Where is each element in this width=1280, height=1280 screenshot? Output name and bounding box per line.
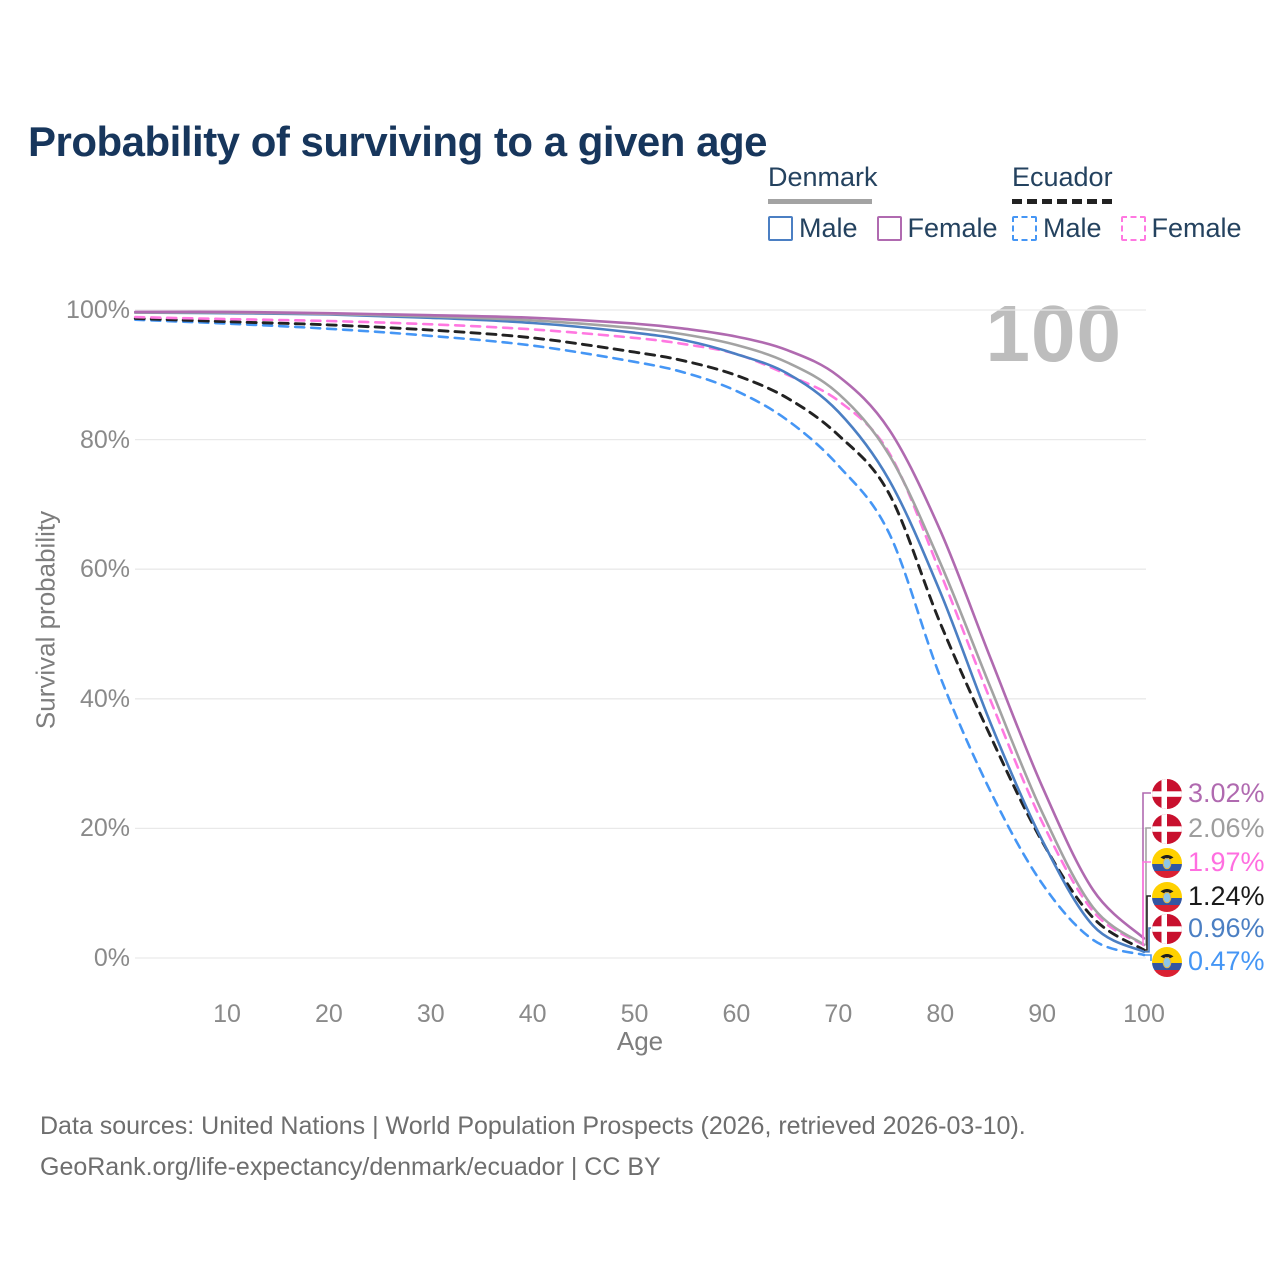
end-value-label: 2.06% [1188,813,1265,843]
series-line-ec_m [134,318,1146,957]
page-title: Probability of surviving to a given age [28,118,767,166]
series-line-dk_f [134,310,1146,940]
legend-item-label: Female [1151,213,1242,243]
legend-item-label: Female [907,213,998,243]
y-tick-label: 0% [93,944,130,972]
series-end-label-ec_m: 0.47% [1152,946,1265,977]
data-sources-text: Data sources: United Nations | World Pop… [40,1112,1026,1140]
ecuador-flag-icon [1152,881,1182,912]
x-tick-label: 80 [926,1000,955,1028]
denmark-flag-icon [1152,778,1182,809]
denmark-male-swatch-icon [768,216,793,241]
x-tick-label: 50 [620,1000,649,1028]
x-axis-title: Age [616,1026,664,1056]
series-line-ec_f [134,315,1146,947]
age-counter-watermark: 100 [985,289,1122,378]
denmark-line-style-sample [768,199,872,204]
ecuador-flag-icon [1152,946,1182,977]
legend-country-denmark: Denmark [768,162,878,192]
ecuador-male-swatch-icon [1012,216,1037,241]
legend-item-ecuador-male[interactable]: Male [1012,213,1102,244]
end-value-label: 3.02% [1188,778,1265,808]
x-tick-label: 100 [1123,1000,1165,1028]
series-end-label-dk_m: 0.96% [1152,913,1265,944]
denmark-flag-icon [1152,913,1182,944]
end-label-leader [1144,954,1152,961]
series-line-dk_b [134,311,1146,946]
y-tick-label: 20% [79,814,130,843]
end-label-leader [1144,827,1151,946]
legend-group-ecuador: Ecuador Male Female [1012,162,1242,244]
ecuador-female-swatch-icon [1120,216,1146,241]
legend-item-denmark-female[interactable]: Female [876,213,998,244]
legend-group-denmark: Denmark Male Female [768,162,998,244]
end-label-leader [1144,927,1151,953]
end-value-label: 0.96% [1188,913,1265,943]
x-tick-label: 70 [824,1000,853,1028]
y-tick-label: 60% [79,555,130,584]
series-line-dk_m [134,311,1146,954]
series-end-label-ec_b: 1.24% [1152,881,1265,912]
series-line-ec_b [133,316,1146,952]
y-tick-label: 80% [79,425,130,454]
x-tick-label: 40 [518,1000,547,1028]
end-label-leader [1144,895,1151,951]
legend-item-label: Male [799,213,858,243]
ecuador-flag-icon [1152,847,1182,878]
end-value-label: 0.47% [1188,946,1265,976]
x-tick-label: 20 [314,1000,343,1028]
end-value-label: 1.24% [1188,881,1265,911]
legend-item-label: Male [1043,213,1102,243]
denmark-female-swatch-icon [876,216,902,241]
x-tick-label: 60 [722,1000,751,1028]
x-tick-label: 10 [213,1000,241,1028]
end-label-leader [1142,861,1151,946]
y-tick-label: 40% [79,684,130,713]
x-tick-label: 90 [1028,1000,1057,1028]
denmark-flag-icon [1152,813,1182,844]
y-tick-label: 100% [66,296,130,324]
x-tick-label: 30 [416,1000,445,1028]
series-end-label-ec_f: 1.97% [1152,847,1265,878]
legend-country-ecuador: Ecuador [1012,162,1113,192]
end-value-label: 1.97% [1188,847,1265,877]
attribution-text: GeoRank.org/life-expectancy/denmark/ecua… [40,1153,661,1181]
series-end-label-dk_b: 2.06% [1152,813,1265,844]
ecuador-line-style-sample [1012,199,1112,204]
footer: Data sources: United Nations | World Pop… [40,1106,1026,1188]
legend-item-ecuador-female[interactable]: Female [1120,213,1242,244]
legend-item-denmark-male[interactable]: Male [768,213,858,244]
series-end-label-dk_f: 3.02% [1152,778,1265,809]
